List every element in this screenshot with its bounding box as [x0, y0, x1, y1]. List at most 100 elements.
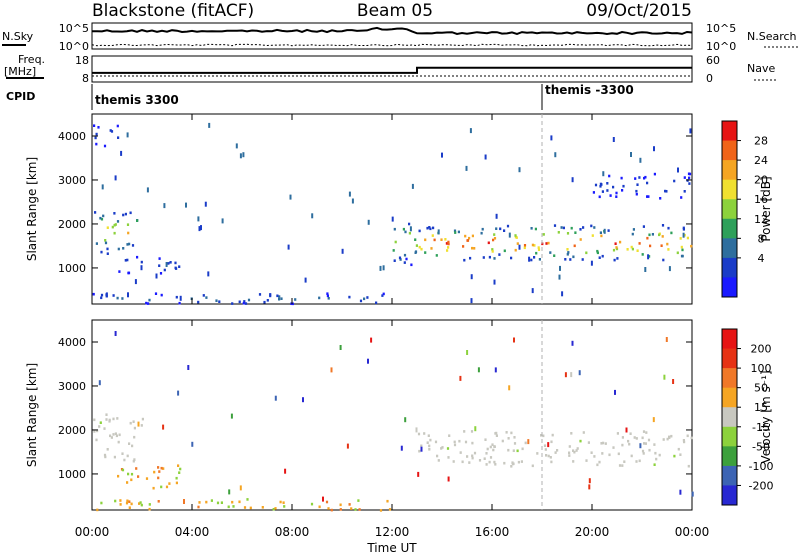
power-scatter	[644, 267, 647, 272]
power-cell-1	[491, 250, 494, 253]
velocity-cell-0	[466, 455, 469, 458]
velocity-cell-3	[137, 475, 140, 478]
power-cell-0	[128, 242, 131, 246]
velocity-cell-0	[686, 434, 689, 438]
power-scatter	[204, 201, 207, 207]
power-cell-2	[403, 261, 406, 264]
velocity-cell-3	[160, 466, 163, 470]
x-tick-label: 00:00	[675, 525, 710, 539]
velocity-cell-0	[471, 456, 474, 460]
power-cell-1	[579, 238, 582, 241]
power-scatter	[603, 228, 606, 234]
power-cell-4	[375, 301, 378, 305]
velocity-cell-0	[491, 443, 494, 446]
power-cell-1	[600, 234, 603, 238]
velocity-cell-0	[495, 431, 498, 435]
velocity-cell-0	[585, 459, 588, 462]
power-cell-1	[612, 248, 616, 252]
power-scatter	[647, 254, 650, 260]
velocity-cell-0	[568, 445, 571, 448]
velocity-cell-2	[339, 508, 342, 511]
power-cell-6	[599, 182, 602, 186]
power-cell-4	[145, 301, 148, 305]
colorbar-frame	[721, 328, 738, 506]
power-cell-4	[116, 296, 119, 300]
velocity-cell-3	[152, 486, 155, 490]
beam-title: Beam 05	[357, 1, 433, 21]
power-scatter	[668, 266, 671, 272]
power-cell-6	[592, 191, 595, 194]
velocity-cell-0	[549, 456, 552, 459]
velocity-cell-0	[423, 432, 426, 435]
x-tick-label: 00:00	[75, 525, 110, 539]
velocity-cell-1	[131, 444, 134, 448]
power-cell-4	[258, 293, 262, 296]
velocity-cell-2	[119, 503, 122, 506]
power-cell-1	[682, 226, 685, 230]
power-cell-6	[680, 196, 683, 199]
power-scatter	[518, 244, 521, 250]
velocity-cell-0	[420, 444, 423, 448]
power-scatter	[239, 153, 242, 159]
velocity-cell-0	[666, 437, 669, 441]
power-cell-1	[619, 240, 622, 244]
velocity-cell-0	[436, 454, 439, 458]
velocity-cell-0	[551, 433, 554, 437]
power-cell-1	[680, 254, 684, 258]
colorbar-swatch	[722, 277, 737, 298]
power-cell-1	[429, 227, 432, 231]
velocity-cell-3	[127, 472, 130, 476]
power-cell-1	[614, 242, 617, 245]
power-cell-1	[615, 246, 618, 249]
colorbar-tick-label: 28	[754, 135, 768, 148]
power-cell-6	[638, 176, 641, 179]
colorbar-swatch	[722, 407, 737, 428]
power-scatter	[140, 265, 143, 271]
power-scatter	[653, 146, 655, 152]
velocity-cell-0	[550, 440, 553, 444]
velocity-cell-1	[105, 418, 108, 421]
velocity-cell-0	[554, 451, 557, 454]
velocity-cell-0	[617, 452, 620, 456]
velocity-cell-0	[633, 436, 636, 439]
velocity-scatter	[187, 365, 190, 370]
velocity-scatter	[639, 443, 642, 449]
power-cell-1	[581, 258, 584, 261]
velocity-cell-2	[96, 508, 99, 512]
power-scatter	[382, 265, 385, 271]
y-tick-label: 1000	[58, 262, 86, 275]
power-cell-1	[662, 258, 665, 262]
power-cell-3	[158, 264, 161, 267]
power-cell-0	[126, 243, 129, 246]
velocity-cell-0	[427, 434, 430, 437]
power-cell-1	[641, 253, 644, 256]
colorbar-tick-label: -50	[752, 440, 770, 453]
velocity-cell-0	[579, 439, 582, 443]
y-tick-label: 2000	[58, 218, 86, 231]
power-cell-4	[326, 292, 329, 295]
power-scatter	[179, 295, 182, 301]
power-cell-1	[510, 256, 513, 260]
velocity-cell-2	[354, 508, 357, 511]
velocity-cell-0	[507, 437, 510, 440]
power-cell-1	[683, 233, 686, 237]
power-cell-1	[446, 249, 449, 252]
power-scatter	[677, 167, 679, 173]
power-cell-6	[688, 182, 691, 185]
colorbar-tick-label: 100	[751, 362, 772, 375]
velocity-cell-0	[452, 460, 455, 463]
velocity-cell-3	[157, 476, 160, 480]
velocity-cell-0	[418, 449, 421, 453]
power-cell-1	[493, 233, 496, 236]
velocity-cell-2	[272, 508, 275, 511]
power-cell-4	[247, 298, 251, 302]
velocity-cell-1	[113, 455, 116, 459]
velocity-cell-0	[572, 460, 575, 463]
power-scatter	[639, 157, 642, 163]
velocity-scatter	[228, 489, 231, 495]
velocity-cell-2	[100, 501, 103, 505]
power-echoes	[92, 122, 693, 306]
power-cell-4	[218, 300, 221, 303]
power-cell-5	[117, 136, 120, 139]
